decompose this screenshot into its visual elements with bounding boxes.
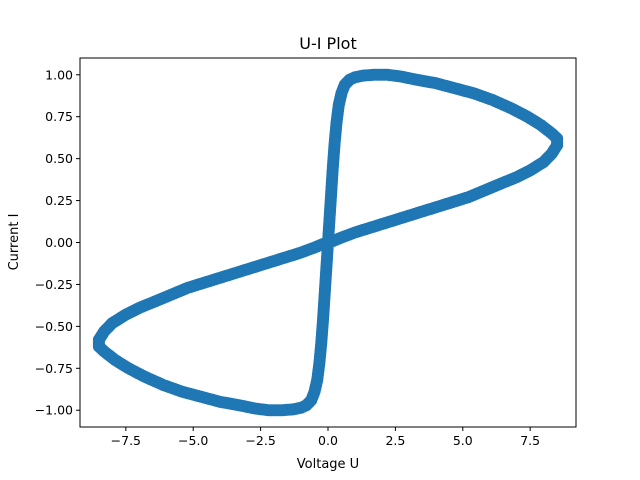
y-tick-label: −0.50 <box>35 319 73 334</box>
data-point <box>319 237 332 250</box>
data-points <box>92 68 564 417</box>
x-axis-label: Voltage U <box>297 457 359 472</box>
y-tick-label: 1.00 <box>45 67 73 82</box>
y-tick-label: −1.00 <box>35 403 73 418</box>
x-tick-label: −7.5 <box>111 433 141 448</box>
x-tick-label: 0.0 <box>318 433 338 448</box>
x-tick-label: 7.5 <box>520 433 540 448</box>
x-tick-label: 5.0 <box>453 433 473 448</box>
y-tick-label: −0.75 <box>35 361 73 376</box>
y-ticks: −1.00 −0.75 −0.50 −0.25 0.00 0.25 0.50 0.75 1.00 <box>35 67 80 418</box>
x-ticks: −7.5 −5.0 −2.5 0.0 2.5 5.0 7.5 <box>111 427 540 448</box>
x-tick-label: −2.5 <box>245 433 275 448</box>
x-tick-label: 2.5 <box>385 433 405 448</box>
plot-frame <box>79 57 577 428</box>
y-tick-label: 0.50 <box>45 151 73 166</box>
x-tick-label: −5.0 <box>178 433 208 448</box>
y-tick-label: 0.75 <box>45 109 73 124</box>
y-tick-label: 0.25 <box>45 193 73 208</box>
y-tick-label: −0.25 <box>35 277 73 292</box>
y-axis-label: Current I <box>7 214 22 271</box>
y-tick-label: 0.00 <box>45 235 73 250</box>
chart-title: U-I Plot <box>299 34 356 53</box>
